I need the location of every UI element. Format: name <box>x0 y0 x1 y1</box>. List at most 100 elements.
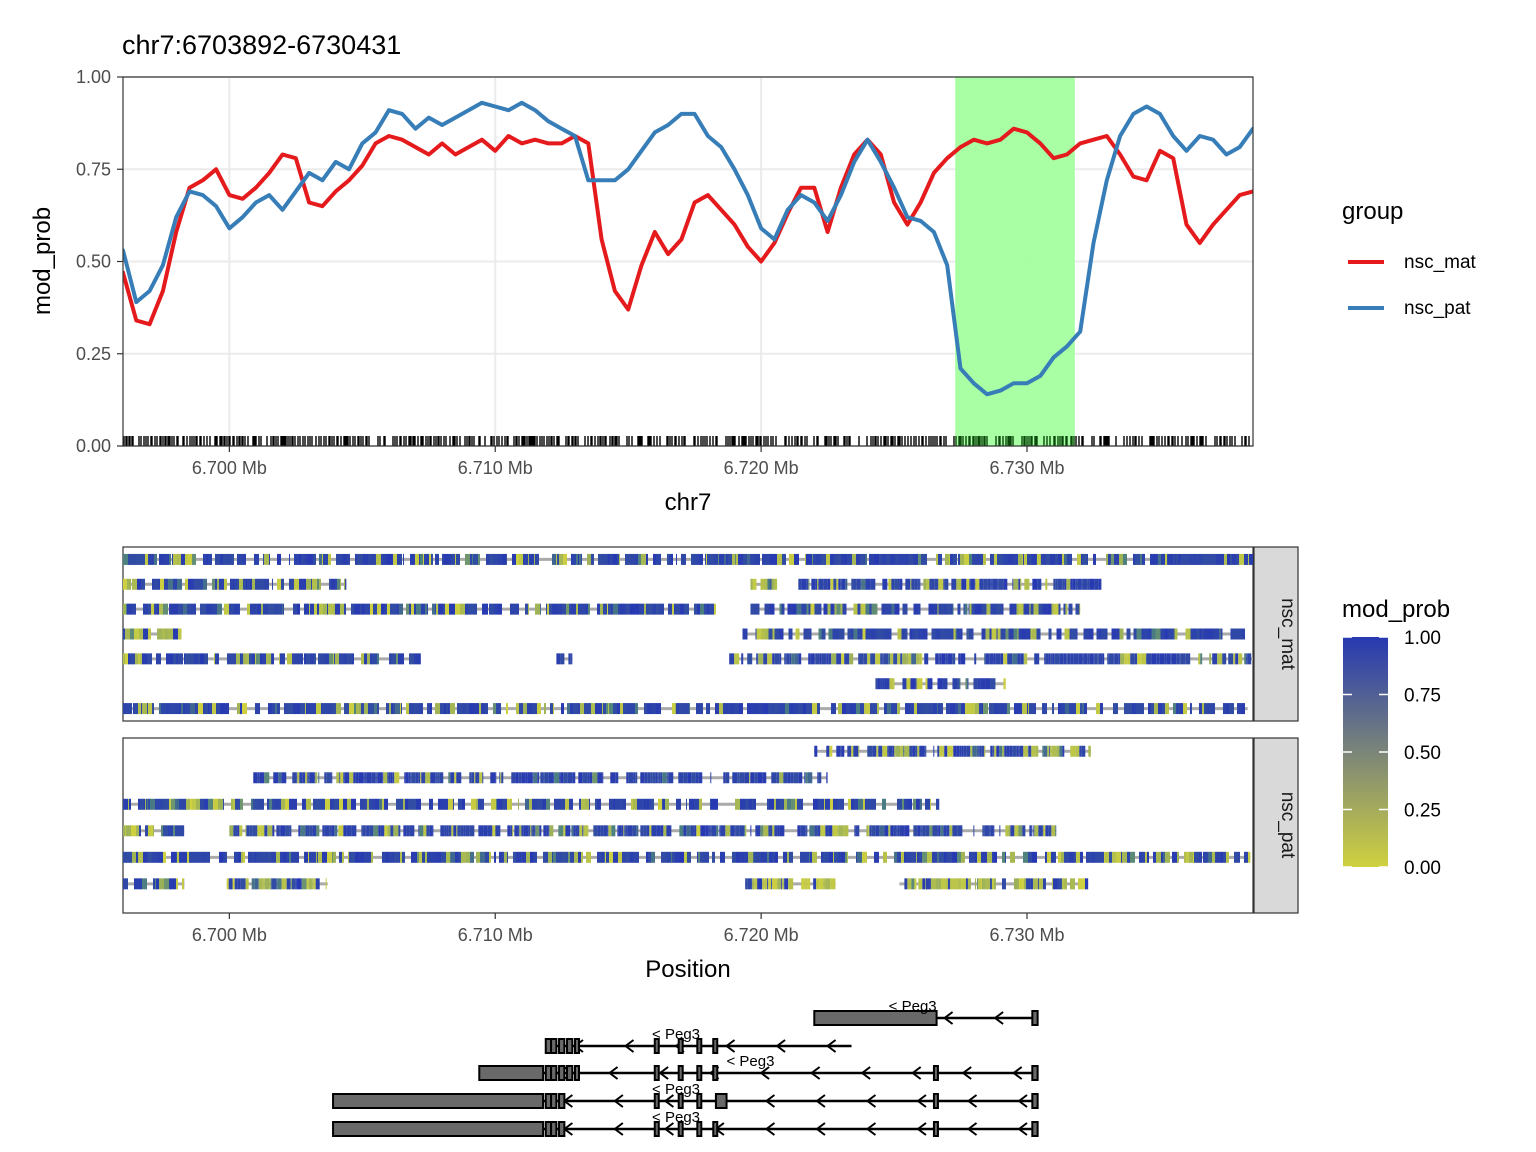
cpg-call <box>732 851 736 863</box>
cpg-call <box>451 851 455 863</box>
cpg-call <box>818 628 822 640</box>
cpg-call <box>747 553 750 565</box>
cpg-call <box>724 553 726 565</box>
cpg-call <box>1152 553 1157 565</box>
cpg-call <box>128 653 130 665</box>
cpg-call <box>147 703 148 715</box>
cpg-call <box>706 703 708 715</box>
cpg-call <box>200 653 204 665</box>
cpg-call <box>634 603 639 615</box>
cpg-call <box>441 851 446 863</box>
cpg-call <box>285 703 288 715</box>
cpg-call <box>224 578 227 590</box>
cpg-call <box>435 553 439 565</box>
cpg-call <box>870 578 876 590</box>
cpg-call <box>884 678 890 690</box>
cpg-call <box>1033 603 1039 615</box>
cpg-call <box>546 851 548 863</box>
cpg-call <box>658 703 661 715</box>
cpg-call <box>139 878 142 890</box>
cpg-call <box>236 653 240 665</box>
cpg-call <box>251 878 255 890</box>
cpg-call <box>649 825 652 837</box>
cpg-call <box>805 825 807 837</box>
cpg-call <box>234 878 238 890</box>
cpg-call <box>674 603 675 615</box>
cpg-call <box>951 578 957 590</box>
cpg-call <box>1165 553 1167 565</box>
cpg-call <box>418 703 423 715</box>
cpg-call <box>980 878 982 890</box>
cpg-call <box>613 553 617 565</box>
cpg-call <box>306 798 311 810</box>
cpg-call <box>145 825 148 837</box>
cpg-call <box>651 798 654 810</box>
cpg-call <box>910 703 914 715</box>
cpg-call <box>1153 851 1156 863</box>
cpg-call <box>991 578 993 590</box>
cpg-call <box>1177 851 1179 863</box>
cpg-call <box>328 553 331 565</box>
cpg-call <box>925 798 930 810</box>
cpg-call <box>476 851 480 863</box>
cpg-call <box>992 851 994 863</box>
cpg-call <box>700 825 706 837</box>
cpg-call <box>361 851 364 863</box>
cpg-call <box>382 798 384 810</box>
cpg-call <box>134 878 139 890</box>
cpg-call <box>913 603 919 615</box>
cpg-call <box>1027 553 1031 565</box>
cpg-call <box>530 825 532 837</box>
cpg-call <box>814 745 818 757</box>
cpg-call <box>293 703 297 715</box>
cpg-call <box>803 703 806 715</box>
cpg-call <box>187 851 189 863</box>
cpg-call <box>720 825 726 837</box>
cpg-call <box>340 772 344 784</box>
cpg-call <box>719 553 724 565</box>
cpg-call <box>630 603 634 615</box>
cpg-call <box>123 825 125 837</box>
cpg-call <box>840 798 844 810</box>
cpg-call <box>929 825 933 837</box>
cpg-call <box>774 703 779 715</box>
cpg-call <box>161 825 163 837</box>
cpg-call <box>1066 578 1071 590</box>
cpg-call <box>233 578 234 590</box>
cpg-call <box>307 772 309 784</box>
cpg-call <box>125 653 128 665</box>
cpg-call <box>1027 703 1028 715</box>
gene-label: < Peg3 <box>652 1081 700 1098</box>
cpg-call <box>127 603 132 615</box>
cpg-call <box>490 553 493 565</box>
cpg-call <box>140 653 142 665</box>
cpg-call <box>271 653 272 665</box>
cpg-call <box>400 798 403 810</box>
exon <box>677 1093 684 1109</box>
cpg-call <box>637 798 641 810</box>
cpg-call <box>194 653 198 665</box>
cpg-call <box>357 553 358 565</box>
cpg-call <box>768 825 773 837</box>
cpg-call <box>758 703 763 715</box>
cpg-call <box>922 878 926 890</box>
cpg-call <box>1238 851 1240 863</box>
cpg-call <box>529 798 532 810</box>
cpg-call <box>938 603 943 615</box>
cpg-call <box>1203 851 1206 863</box>
cpg-call <box>469 772 472 784</box>
cpg-call <box>736 553 738 565</box>
strand-arrow <box>759 1066 770 1080</box>
cpg-call <box>814 825 818 837</box>
cpg-call <box>1027 603 1029 615</box>
cpg-call <box>1098 578 1102 590</box>
cpg-call <box>370 703 374 715</box>
cpg-call <box>411 851 415 863</box>
cpg-call <box>518 825 520 837</box>
cpg-call <box>558 825 564 837</box>
cpg-call <box>936 798 940 810</box>
cpg-call <box>1207 553 1209 565</box>
cpg-call <box>741 851 742 863</box>
cpg-call <box>882 745 888 757</box>
cpg-call <box>378 825 381 837</box>
